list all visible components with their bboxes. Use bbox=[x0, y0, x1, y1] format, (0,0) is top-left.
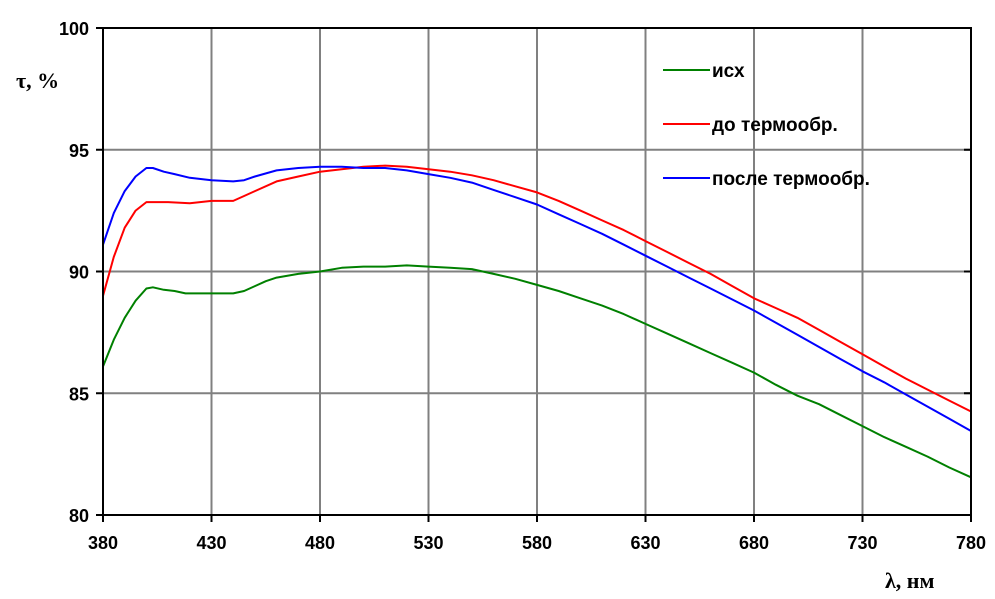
x-axis-label: λ, нм bbox=[885, 568, 934, 593]
grid-lines bbox=[96, 27, 972, 522]
x-tick-label: 780 bbox=[956, 533, 986, 553]
plot-area bbox=[102, 27, 972, 516]
legend-label-0: исх bbox=[712, 61, 745, 82]
y-tick-label: 90 bbox=[69, 263, 89, 283]
x-tick-label: 730 bbox=[847, 533, 877, 553]
x-tick-label: 530 bbox=[413, 533, 443, 553]
y-tick-label: 95 bbox=[69, 141, 89, 161]
x-tick-label: 580 bbox=[522, 533, 552, 553]
y-tick-label: 80 bbox=[69, 506, 89, 526]
x-tick-label: 430 bbox=[196, 533, 226, 553]
legend-label-2: после термообр. bbox=[712, 169, 870, 190]
legend: исх до термообр. после термообр. bbox=[663, 61, 870, 190]
x-tick-label: 480 bbox=[305, 533, 335, 553]
tick-labels: 380 430 480 530 580 630 680 730 780 80 85 90 95 100 bbox=[59, 19, 986, 553]
y-tick-label: 100 bbox=[59, 19, 89, 39]
series-lines bbox=[102, 164, 972, 479]
series-line-2 bbox=[102, 165, 972, 432]
series-line-0 bbox=[102, 264, 972, 479]
y-tick-label: 85 bbox=[69, 384, 89, 404]
x-tick-label: 630 bbox=[630, 533, 660, 553]
x-tick-label: 680 bbox=[739, 533, 769, 553]
x-tick-label: 380 bbox=[88, 533, 118, 553]
y-axis-label: τ, % bbox=[16, 68, 59, 93]
legend-label-1: до термообр. bbox=[712, 115, 838, 136]
series-line-1 bbox=[102, 164, 972, 413]
